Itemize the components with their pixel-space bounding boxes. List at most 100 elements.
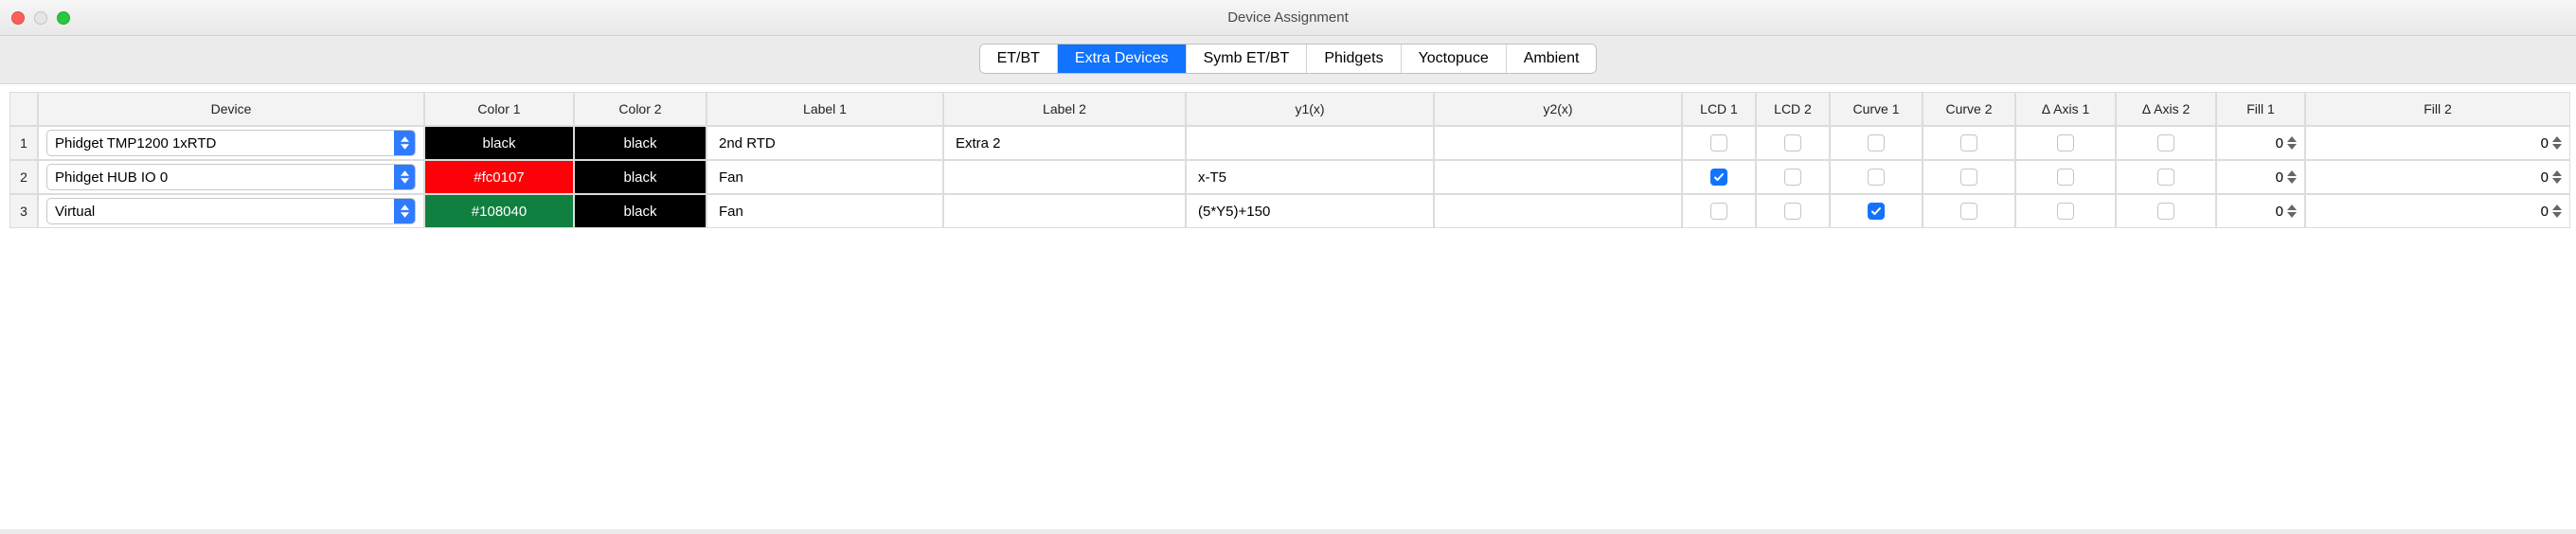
table-row: 2 Phidget HUB IO 0 #fc0107 black xyxy=(9,160,2570,194)
column-header: Δ Axis 1 xyxy=(2015,92,2116,126)
label1-cell xyxy=(707,194,943,228)
label2-cell xyxy=(943,160,1186,194)
y1-input[interactable] xyxy=(1192,164,1427,190)
column-header: LCD 2 xyxy=(1756,92,1830,126)
lcd1-cell xyxy=(1682,160,1756,194)
fill2-spinbox[interactable]: 0 xyxy=(2306,164,2569,190)
window-controls xyxy=(11,11,70,25)
y1-input[interactable] xyxy=(1192,130,1427,156)
delta-axis2-checkbox[interactable] xyxy=(2157,134,2174,151)
color1-swatch[interactable]: #fc0107 xyxy=(425,161,573,193)
color2-label: black xyxy=(623,135,656,151)
y2-cell xyxy=(1434,160,1682,194)
y1-cell xyxy=(1186,194,1434,228)
y1-input[interactable] xyxy=(1192,198,1427,224)
label1-input[interactable] xyxy=(713,198,937,224)
tab-yoctopuce[interactable]: Yoctopuce xyxy=(1402,44,1507,73)
lcd1-cell xyxy=(1682,194,1756,228)
curve1-checkbox[interactable] xyxy=(1868,134,1885,151)
label1-cell xyxy=(707,160,943,194)
device-select[interactable]: Phidget TMP1200 1xRTD xyxy=(46,130,416,156)
delta-axis2-checkbox[interactable] xyxy=(2157,203,2174,220)
y2-input[interactable] xyxy=(1440,164,1675,190)
color2-cell[interactable]: black xyxy=(574,160,707,194)
stepper-icon[interactable] xyxy=(2287,133,2300,153)
color1-swatch[interactable]: black xyxy=(425,127,573,159)
fill2-spinbox-value: 0 xyxy=(2312,135,2549,151)
color1-cell[interactable]: #108040 xyxy=(424,194,574,228)
stepper-icon[interactable] xyxy=(2552,133,2566,153)
fill1-spinbox-value: 0 xyxy=(2223,135,2283,151)
y2-input[interactable] xyxy=(1440,130,1675,156)
lcd2-checkbox[interactable] xyxy=(1784,169,1801,186)
column-header: y1(x) xyxy=(1186,92,1434,126)
fill1-spinbox[interactable]: 0 xyxy=(2217,198,2304,224)
fill2-spinbox[interactable]: 0 xyxy=(2306,198,2569,224)
color1-label: black xyxy=(482,135,515,151)
label1-cell xyxy=(707,126,943,160)
label1-input[interactable] xyxy=(713,164,937,190)
tab-symb-et-bt[interactable]: Symb ET/BT xyxy=(1187,44,1308,73)
fill2-spinbox[interactable]: 0 xyxy=(2306,130,2569,156)
color1-swatch[interactable]: #108040 xyxy=(425,195,573,227)
lcd1-checkbox[interactable] xyxy=(1710,169,1727,186)
delta-axis1-checkbox[interactable] xyxy=(2057,203,2074,220)
column-header xyxy=(9,92,38,126)
stepper-icon[interactable] xyxy=(2287,201,2300,222)
curve2-checkbox[interactable] xyxy=(1960,169,1977,186)
color1-cell[interactable]: #fc0107 xyxy=(424,160,574,194)
tab-extra-devices[interactable]: Extra Devices xyxy=(1058,44,1187,73)
lcd2-checkbox[interactable] xyxy=(1784,134,1801,151)
device-assignment-window: Device Assignment ET/BTExtra DevicesSymb… xyxy=(0,0,2576,534)
device-select-label: Phidget TMP1200 1xRTD xyxy=(47,135,394,151)
column-header: Color 2 xyxy=(574,92,707,126)
color2-cell[interactable]: black xyxy=(574,194,707,228)
stepper-icon[interactable] xyxy=(2287,167,2300,187)
lcd1-checkbox[interactable] xyxy=(1710,203,1727,220)
column-header: Label 1 xyxy=(707,92,943,126)
fill1-spinbox[interactable]: 0 xyxy=(2217,130,2304,156)
minimize-icon[interactable] xyxy=(34,11,47,25)
fill1-cell: 0 xyxy=(2216,126,2305,160)
color1-label: #108040 xyxy=(472,204,527,220)
curve2-checkbox[interactable] xyxy=(1960,203,1977,220)
lcd2-checkbox[interactable] xyxy=(1784,203,1801,220)
lcd1-checkbox[interactable] xyxy=(1710,134,1727,151)
lcd2-cell xyxy=(1756,160,1830,194)
lcd2-cell xyxy=(1756,126,1830,160)
curve1-checkbox[interactable] xyxy=(1868,203,1885,220)
zoom-icon[interactable] xyxy=(57,11,70,25)
label2-input[interactable] xyxy=(950,198,1179,224)
close-icon[interactable] xyxy=(11,11,25,25)
fill2-cell: 0 xyxy=(2305,194,2570,228)
curve1-checkbox[interactable] xyxy=(1868,169,1885,186)
delta-axis1-checkbox[interactable] xyxy=(2057,169,2074,186)
color1-cell[interactable]: black xyxy=(424,126,574,160)
color2-swatch[interactable]: black xyxy=(575,127,706,159)
delta-axis2-checkbox[interactable] xyxy=(2157,169,2174,186)
delta-axis1-checkbox[interactable] xyxy=(2057,134,2074,151)
device-select-label: Virtual xyxy=(47,204,394,220)
tab-et-bt[interactable]: ET/BT xyxy=(980,44,1058,73)
tab-phidgets[interactable]: Phidgets xyxy=(1307,44,1401,73)
fill1-spinbox[interactable]: 0 xyxy=(2217,164,2304,190)
color2-swatch[interactable]: black xyxy=(575,195,706,227)
color2-swatch[interactable]: black xyxy=(575,161,706,193)
dax2-cell xyxy=(2116,126,2216,160)
titlebar: Device Assignment xyxy=(0,0,2576,36)
device-select[interactable]: Phidget HUB IO 0 xyxy=(46,164,416,190)
stepper-icon[interactable] xyxy=(2552,201,2566,222)
stepper-icon[interactable] xyxy=(2552,167,2566,187)
curve2-checkbox[interactable] xyxy=(1960,134,1977,151)
label1-input[interactable] xyxy=(713,130,937,156)
device-select[interactable]: Virtual xyxy=(46,198,416,224)
label2-input[interactable] xyxy=(950,164,1179,190)
color2-cell[interactable]: black xyxy=(574,126,707,160)
y2-input[interactable] xyxy=(1440,198,1675,224)
tab-ambient[interactable]: Ambient xyxy=(1507,44,1597,73)
y1-cell xyxy=(1186,126,1434,160)
label2-input[interactable] xyxy=(950,130,1179,156)
column-header: Curve 1 xyxy=(1830,92,1923,126)
fill2-cell: 0 xyxy=(2305,126,2570,160)
dax2-cell xyxy=(2116,194,2216,228)
